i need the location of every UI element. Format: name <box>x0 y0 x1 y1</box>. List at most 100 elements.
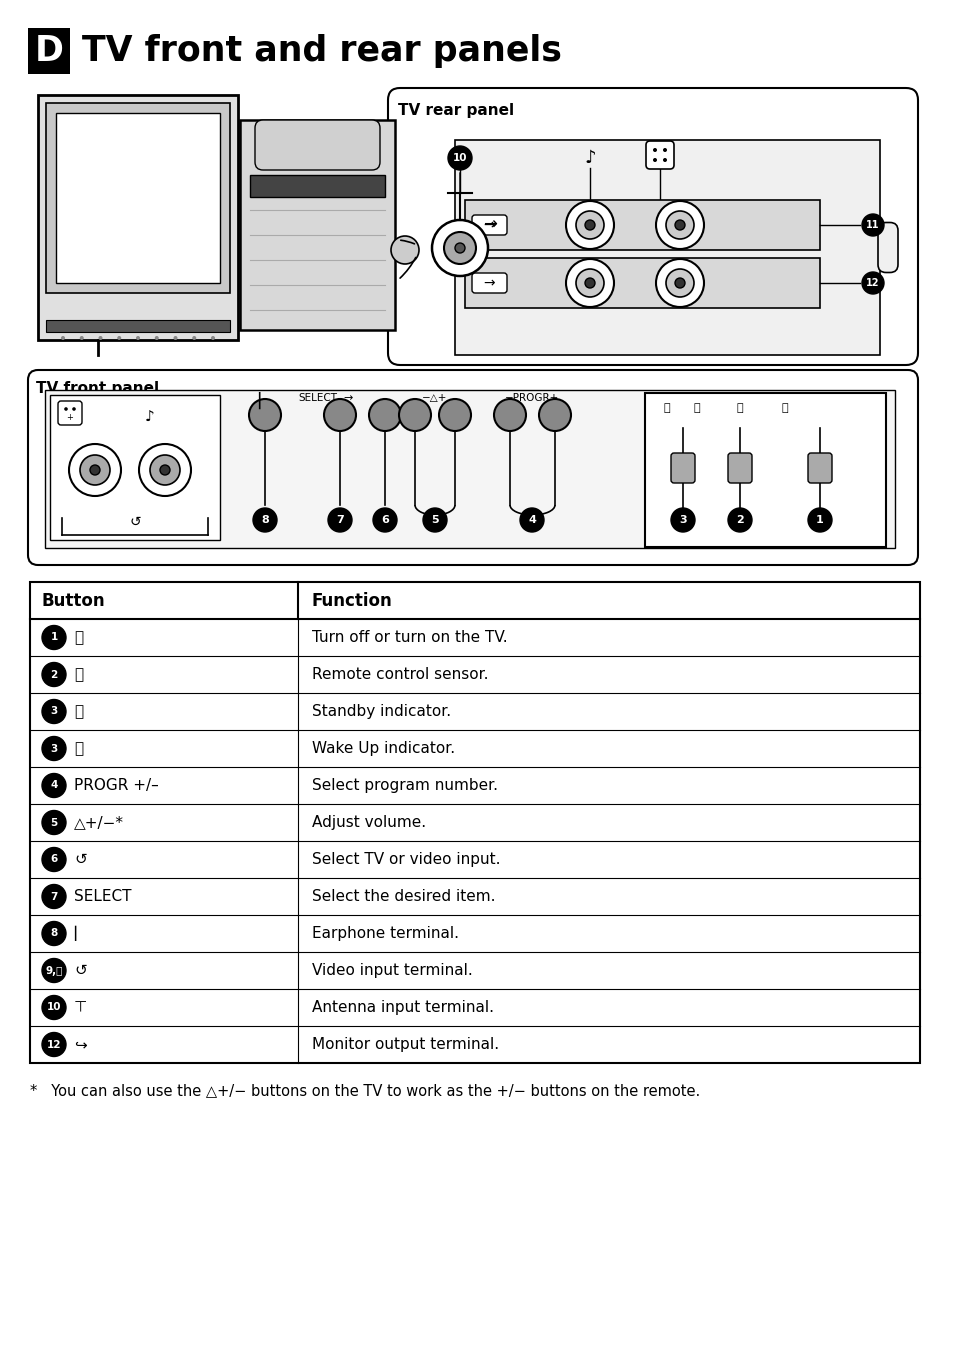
Text: →: → <box>482 218 495 233</box>
Circle shape <box>422 508 447 531</box>
Circle shape <box>565 201 614 249</box>
Circle shape <box>576 269 603 297</box>
Text: Function: Function <box>312 592 393 610</box>
Text: 5: 5 <box>51 818 57 827</box>
Text: 12: 12 <box>47 1040 61 1049</box>
Circle shape <box>665 269 693 297</box>
Circle shape <box>160 465 170 475</box>
Text: 10: 10 <box>453 153 467 164</box>
Circle shape <box>139 443 191 496</box>
Text: Select program number.: Select program number. <box>312 777 497 794</box>
Circle shape <box>42 959 66 983</box>
Circle shape <box>675 220 684 230</box>
Bar <box>50 395 220 539</box>
Text: 9,Ⓕ: 9,Ⓕ <box>45 965 63 976</box>
Circle shape <box>42 995 66 1019</box>
Text: Button: Button <box>42 592 106 610</box>
Text: TV front and rear panels: TV front and rear panels <box>82 34 561 68</box>
Circle shape <box>670 508 695 531</box>
Circle shape <box>662 158 666 162</box>
Text: Turn off or turn on the TV.: Turn off or turn on the TV. <box>312 630 507 645</box>
Text: 3: 3 <box>51 707 57 717</box>
Text: SELECT: SELECT <box>74 890 132 904</box>
Text: D: D <box>34 34 64 68</box>
Circle shape <box>811 510 827 526</box>
Text: 7: 7 <box>335 515 343 525</box>
Text: 4: 4 <box>51 780 57 791</box>
Circle shape <box>42 662 66 687</box>
Circle shape <box>656 201 703 249</box>
Text: ⌛: ⌛ <box>663 403 670 412</box>
Text: Select TV or video input.: Select TV or video input. <box>312 852 500 867</box>
Circle shape <box>862 272 883 293</box>
Circle shape <box>731 510 747 526</box>
FancyBboxPatch shape <box>58 402 82 425</box>
Circle shape <box>42 699 66 723</box>
Bar <box>644 393 885 548</box>
Circle shape <box>584 220 595 230</box>
Text: 8: 8 <box>51 929 57 938</box>
Text: Antenna input terminal.: Antenna input terminal. <box>312 1000 494 1015</box>
FancyBboxPatch shape <box>670 453 695 483</box>
Circle shape <box>72 407 75 411</box>
Circle shape <box>173 337 177 339</box>
Text: *   You can also use the △+/− buttons on the TV to work as the +/− buttons on th: * You can also use the △+/− buttons on t… <box>30 1083 700 1098</box>
Text: 6: 6 <box>380 515 389 525</box>
Text: ♪: ♪ <box>145 410 154 425</box>
Text: SELECT: SELECT <box>298 393 337 403</box>
Text: Select the desired item.: Select the desired item. <box>312 890 495 904</box>
Text: 6: 6 <box>51 854 57 864</box>
Circle shape <box>328 508 352 531</box>
Circle shape <box>42 626 66 649</box>
Circle shape <box>807 508 831 531</box>
Circle shape <box>42 1033 66 1056</box>
Circle shape <box>432 220 488 276</box>
Text: 8: 8 <box>261 515 269 525</box>
FancyBboxPatch shape <box>807 453 831 483</box>
Circle shape <box>193 337 196 339</box>
Text: TV front panel: TV front panel <box>36 380 159 396</box>
Bar <box>46 103 230 293</box>
Circle shape <box>455 243 464 253</box>
Circle shape <box>675 510 690 526</box>
Text: →: → <box>482 276 495 289</box>
Circle shape <box>42 773 66 798</box>
Circle shape <box>519 508 543 531</box>
Circle shape <box>324 399 355 431</box>
Circle shape <box>42 737 66 760</box>
Circle shape <box>98 337 102 339</box>
Circle shape <box>80 337 84 339</box>
Text: 3: 3 <box>679 515 686 525</box>
Text: Ⓡ: Ⓡ <box>74 667 83 681</box>
Circle shape <box>154 337 158 339</box>
Circle shape <box>42 848 66 872</box>
Text: 3: 3 <box>51 744 57 753</box>
Text: 12: 12 <box>865 279 879 288</box>
Text: 2: 2 <box>736 515 743 525</box>
Circle shape <box>61 337 65 339</box>
Text: ↺: ↺ <box>74 963 87 977</box>
Bar <box>38 95 237 339</box>
Text: ▏: ▏ <box>74 926 86 941</box>
Circle shape <box>675 279 684 288</box>
Circle shape <box>665 211 693 239</box>
Circle shape <box>42 884 66 909</box>
Bar <box>46 320 230 333</box>
Text: 10: 10 <box>47 1002 61 1013</box>
Bar <box>250 174 385 197</box>
Text: −PROGR+: −PROGR+ <box>504 393 558 403</box>
Bar <box>464 200 820 250</box>
Text: ⌛: ⌛ <box>74 741 83 756</box>
Circle shape <box>494 399 525 431</box>
Bar <box>240 120 395 330</box>
Text: ⏻: ⏻ <box>693 403 700 412</box>
Circle shape <box>652 158 657 162</box>
Circle shape <box>538 399 571 431</box>
Text: ♪: ♪ <box>583 149 595 168</box>
Circle shape <box>80 456 110 485</box>
FancyBboxPatch shape <box>645 141 673 169</box>
Circle shape <box>211 337 214 339</box>
FancyBboxPatch shape <box>472 215 506 235</box>
Circle shape <box>373 508 396 531</box>
Text: ⏻: ⏻ <box>74 704 83 719</box>
